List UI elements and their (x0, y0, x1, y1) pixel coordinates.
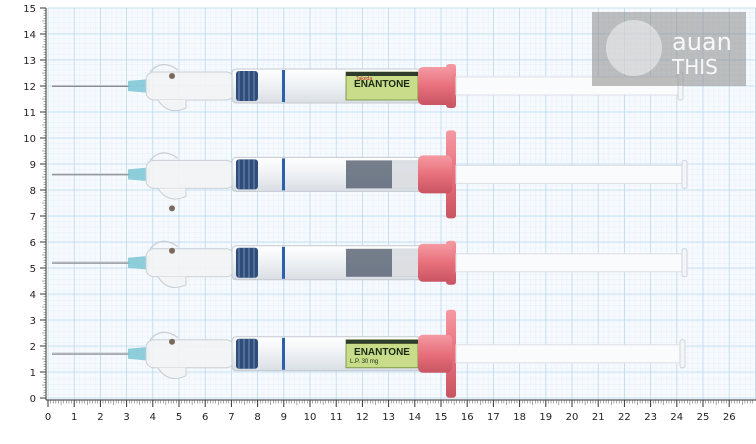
plunger-stopper (418, 155, 452, 194)
x-tick-label: 14 (408, 412, 421, 423)
y-tick-label: 3 (30, 316, 36, 327)
x-tick-label: 25 (697, 412, 710, 423)
x-tick-label: 1 (71, 412, 77, 423)
barrel-stripe (282, 337, 285, 370)
safety-shield (145, 248, 235, 278)
y-tick-label: 13 (23, 56, 36, 67)
x-axis: 0 1 2 3 4 5 6 7 8 9 10 11 12 13 14 15 16 17 18 19 20 21 22 23 24… (45, 400, 754, 423)
x-tick-label: 12 (356, 412, 369, 423)
y-tick-label: 5 (30, 264, 36, 275)
plunger-stopper (418, 67, 452, 105)
x-tick-label: 4 (150, 412, 156, 423)
x-tick-label: 10 (304, 412, 317, 423)
x-tick-label: 22 (618, 412, 631, 423)
needle-hub (128, 79, 150, 93)
y-tick-label: 4 (30, 290, 36, 301)
barrel-band (236, 159, 258, 190)
drug-brand: ENANTONE (354, 79, 410, 90)
x-tick-label: 7 (228, 412, 234, 423)
x-tick-label: 11 (330, 412, 343, 423)
watermark-line2: THIS (671, 55, 718, 79)
syringe-s3 (52, 240, 688, 288)
y-tick-label: 6 (30, 238, 36, 249)
x-tick-label: 19 (539, 412, 552, 423)
x-tick-label: 26 (723, 412, 736, 423)
plunger-rod (455, 344, 685, 364)
x-tick-label: 17 (487, 412, 500, 423)
barrel-stripe (282, 70, 285, 102)
drug-dose: L.P. 30 mg (350, 359, 378, 365)
y-tick-label: 0 (30, 394, 36, 405)
x-tick-label: 9 (281, 412, 287, 423)
x-tick-label: 2 (97, 412, 103, 423)
x-tick-label: 15 (435, 412, 448, 423)
y-tick-label: 9 (30, 160, 36, 171)
x-tick-label: 23 (644, 412, 657, 423)
y-tick-label: 1 (30, 368, 36, 379)
barrel-stripe (282, 246, 285, 279)
safety-shield (145, 159, 235, 189)
y-tick-label: 7 (30, 212, 36, 223)
x-tick-label: 16 (461, 412, 474, 423)
drug-label (345, 71, 419, 101)
y-tick-label: 15 (23, 4, 36, 15)
barrel-band (236, 247, 258, 278)
x-tick-label: 3 (123, 412, 129, 423)
barrel-band (236, 338, 258, 369)
needle-hub (128, 346, 150, 361)
drug-brand-small: Takeda (356, 76, 372, 82)
y-tick-label: 10 (23, 134, 36, 145)
plunger-rod (455, 164, 687, 184)
watermark-line1: auan (672, 28, 732, 56)
x-tick-label: 6 (202, 412, 208, 423)
needle-hub (128, 167, 150, 182)
barrel-stripe (282, 158, 285, 191)
x-tick-label: 8 (254, 412, 260, 423)
y-tick-label: 14 (23, 30, 36, 41)
plunger-thumb (679, 339, 686, 369)
x-tick-label: 24 (670, 412, 683, 423)
x-tick-label: 21 (592, 412, 605, 423)
x-tick-label: 18 (513, 412, 526, 423)
plunger-thumb (681, 248, 688, 278)
y-tick-label: 12 (23, 82, 36, 93)
y-tick-label: 8 (30, 186, 36, 197)
safety-shield (145, 339, 235, 369)
watermark: auan THIS (592, 12, 746, 86)
watermark-logo-icon (606, 20, 662, 76)
needle-hub (128, 255, 150, 270)
plunger-stopper (418, 334, 452, 373)
plunger-stopper (418, 243, 452, 282)
syringe-s2 (52, 130, 688, 219)
plunger-rod (455, 253, 687, 273)
y-tick-label: 2 (30, 342, 36, 353)
barrel-band (236, 71, 258, 101)
x-tick-label: 20 (566, 412, 579, 423)
y-tick-label: 11 (23, 108, 36, 119)
x-tick-label: 0 (45, 412, 51, 423)
drug-brand: ENANTONE (354, 347, 410, 358)
safety-shield (145, 71, 235, 101)
x-tick-label: 13 (382, 412, 395, 423)
plunger-thumb (681, 159, 688, 189)
x-tick-label: 5 (176, 412, 182, 423)
